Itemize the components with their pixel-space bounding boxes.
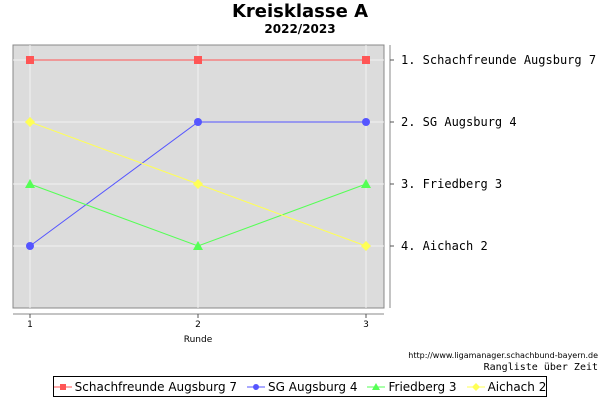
right-axis-label: 2. SG Augsburg 4 xyxy=(401,115,517,129)
diamond-marker-icon xyxy=(466,382,485,391)
data-point xyxy=(362,56,370,64)
right-axis-label: 3. Friedberg 3 xyxy=(401,177,502,191)
source-url[interactable]: http://www.ligamanager.schachbund-bayern… xyxy=(408,351,598,360)
legend-item: Aichach 2 xyxy=(466,379,547,394)
data-point xyxy=(194,56,202,64)
x-tick-label: 3 xyxy=(363,320,369,330)
legend-item: Schachfreunde Augsburg 7 xyxy=(53,379,238,394)
data-point xyxy=(25,179,35,188)
data-point xyxy=(193,179,203,189)
x-axis-label: Runde xyxy=(184,335,213,345)
legend-label: Aichach 2 xyxy=(487,379,547,394)
chart-caption: Rangliste über Zeit xyxy=(483,362,598,373)
data-point xyxy=(25,117,35,127)
legend-item: Friedberg 3 xyxy=(367,379,457,394)
data-point xyxy=(194,118,202,126)
triangle-marker-icon xyxy=(367,382,386,390)
chart-subtitle: 2022/2023 xyxy=(264,22,336,36)
legend-label: Schachfreunde Augsburg 7 xyxy=(74,379,238,394)
square-marker-icon xyxy=(53,383,72,390)
legend-label: SG Augsburg 4 xyxy=(268,379,358,394)
chart-title: Kreisklasse A xyxy=(231,1,369,22)
circle-marker-icon xyxy=(247,383,266,390)
legend-label: Friedberg 3 xyxy=(388,379,457,394)
legend: Schachfreunde Augsburg 7 SG Augsburg 4 Fri… xyxy=(53,376,547,397)
data-point xyxy=(362,118,370,126)
data-point xyxy=(26,242,34,250)
right-axis-label: 4. Aichach 2 xyxy=(401,239,488,253)
x-tick-label: 1 xyxy=(27,320,33,330)
data-point xyxy=(361,241,371,251)
right-axis-label: 1. Schachfreunde Augsburg 7 xyxy=(401,53,596,67)
legend-item: SG Augsburg 4 xyxy=(247,380,357,394)
data-point xyxy=(26,56,34,64)
x-tick-label: 2 xyxy=(195,320,201,330)
data-point xyxy=(361,179,371,188)
data-point xyxy=(193,241,203,250)
